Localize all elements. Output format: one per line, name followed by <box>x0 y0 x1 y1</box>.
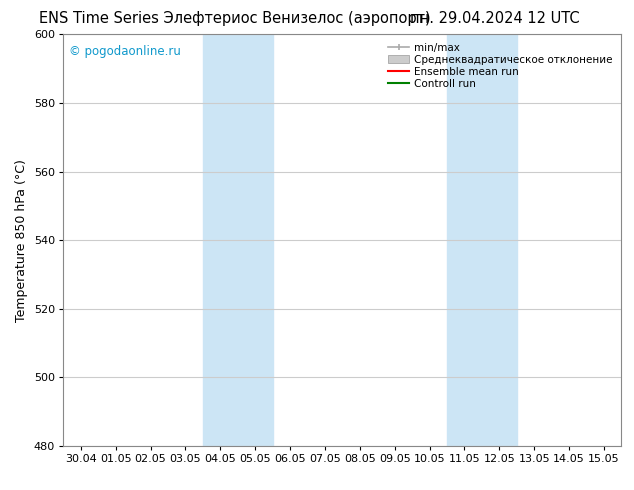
Y-axis label: Temperature 850 hPa (°C): Temperature 850 hPa (°C) <box>15 159 29 321</box>
Legend: min/max, Среднеквадратическое отклонение, Ensemble mean run, Controll run: min/max, Среднеквадратическое отклонение… <box>385 40 616 92</box>
Bar <box>447 34 517 446</box>
Text: © pogodaonline.ru: © pogodaonline.ru <box>69 45 181 58</box>
Text: ENS Time Series Элефтериос Венизелос (аэропорт): ENS Time Series Элефтериос Венизелос (аэ… <box>39 11 430 26</box>
Bar <box>203 34 273 446</box>
Text: пн. 29.04.2024 12 UTC: пн. 29.04.2024 12 UTC <box>410 11 579 26</box>
